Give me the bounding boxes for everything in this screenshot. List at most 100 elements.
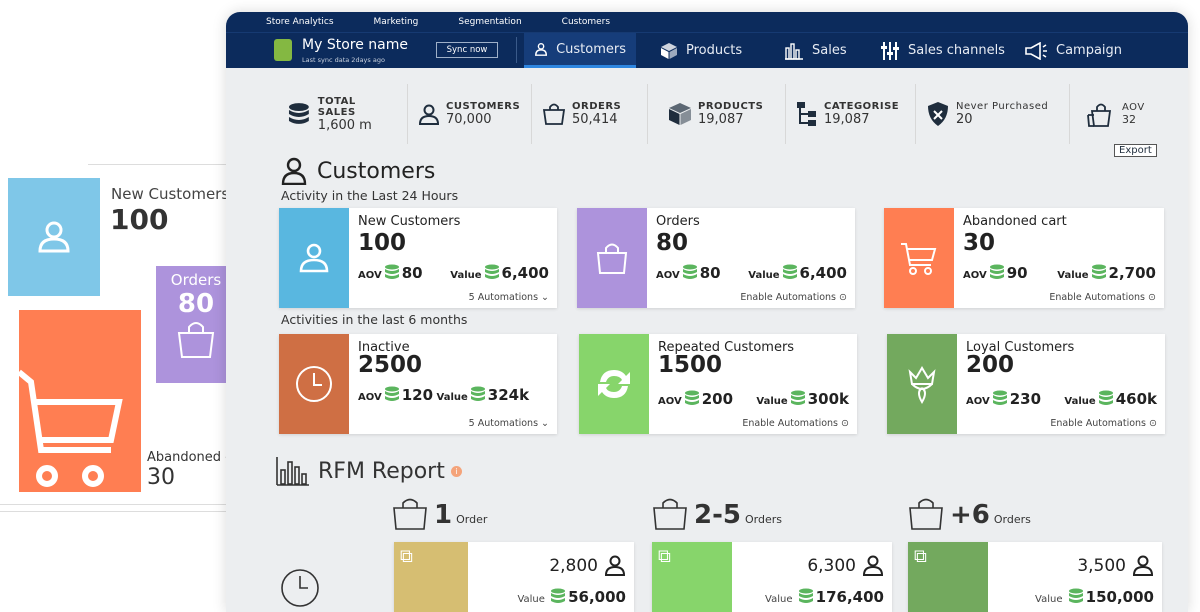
clock-icon: [281, 569, 319, 607]
section-24h-label: Activity in the Last 24 Hours: [281, 188, 459, 203]
tab-store-analytics[interactable]: Store Analytics: [266, 17, 334, 27]
stat-orders: ORDERS 50,414: [532, 84, 648, 144]
card-tile: [884, 208, 954, 308]
coins-icon: [790, 390, 805, 405]
enable-automations-link[interactable]: Enable Automations ⊙: [1049, 292, 1156, 303]
stat-total-sales: TOTAL SALES 1,600 m: [276, 84, 408, 144]
divider: [516, 37, 517, 63]
card-inactive[interactable]: Inactive 2500 AOV 120 Value 324k 5 Automat…: [279, 334, 557, 434]
card-value: 30: [963, 230, 996, 256]
nav-label: Products: [686, 43, 743, 58]
user-icon: [299, 243, 329, 273]
card-new-customers[interactable]: New Customers 100 AOV 80 Value 6,400 5 Aut…: [279, 208, 557, 308]
automations-dropdown[interactable]: 5 Automations ⌄: [468, 292, 549, 303]
rfm-card-tile: ⧉: [394, 542, 468, 612]
tree-icon: [797, 102, 816, 126]
automations-dropdown[interactable]: 5 Automations ⌄: [468, 418, 549, 429]
coins-icon: [782, 264, 797, 279]
card-loyal-customers[interactable]: Loyal Customers 200 AOV 230 Value 460k Ena…: [887, 334, 1165, 434]
card-title: Abandoned cart: [963, 214, 1067, 229]
stat-never-purchased: Never Purchased 20: [916, 84, 1070, 144]
rfm-column-2: 2-5 Orders: [652, 496, 782, 530]
rfm-count: 2,800: [549, 556, 598, 576]
stat-categorise: CATEGORISE 19,087: [786, 84, 916, 144]
rfm-card-2[interactable]: ⧉ 6,300 Value 176,400: [652, 542, 892, 612]
orders-tile: Orders 80: [156, 266, 236, 383]
card-abandoned-cart[interactable]: Abandoned cart 30 AOV 90 Value 2,700 Enabl…: [884, 208, 1164, 308]
card-title: New Customers: [358, 214, 461, 229]
nav-products[interactable]: Products: [660, 33, 742, 68]
rfm-value: Value 176,400: [765, 588, 884, 606]
enable-automations-link[interactable]: Enable Automations ⊙: [740, 292, 847, 303]
coins-icon: [684, 390, 699, 405]
card-title: Loyal Customers: [966, 340, 1075, 355]
cart-icon: [901, 243, 937, 275]
card-total-value: Value 2,700: [1057, 264, 1156, 282]
info-icon[interactable]: i: [450, 465, 462, 477]
user-icon: [535, 43, 548, 56]
bag-icon: [909, 498, 943, 530]
refresh-icon: [598, 370, 630, 398]
user-icon: [38, 221, 70, 253]
bag-icon: [393, 498, 427, 530]
bag-icon: [653, 498, 687, 530]
page-title: Customers: [281, 157, 435, 185]
tab-customers[interactable]: Customers: [561, 17, 611, 27]
enable-automations-link[interactable]: Enable Automations ⊙: [1050, 418, 1157, 429]
external-link-icon[interactable]: ⧉: [914, 546, 927, 567]
card-aov: AOV 90: [963, 264, 1028, 282]
nav-label: Sales channels: [908, 43, 1005, 58]
nav-label: Customers: [556, 41, 626, 57]
tab-marketing[interactable]: Marketing: [373, 17, 419, 27]
card-value: 1500: [658, 352, 723, 378]
card-aov: AOV 200: [658, 390, 734, 408]
abandoned-cart-tile: [17, 310, 141, 492]
card-repeated-customers[interactable]: Repeated Customers 1500 AOV 200 Value 300k…: [579, 334, 857, 434]
stats-bar: TOTAL SALES 1,600 m CUSTOMERS 70,000 ORDER…: [276, 84, 1188, 144]
nav-label: Sales: [812, 43, 847, 58]
rfm-card-3[interactable]: ⧉ 3,500 Value 150,000: [908, 542, 1162, 612]
card-aov: AOV 80: [656, 264, 721, 282]
card-tile: [887, 334, 957, 434]
coins-icon: [288, 103, 309, 124]
user-icon: [604, 555, 626, 576]
export-button[interactable]: Export: [1114, 144, 1157, 157]
new-customers-value: 100: [110, 203, 169, 236]
nav-sales-channels[interactable]: Sales channels: [880, 33, 1005, 68]
external-link-icon[interactable]: ⧉: [400, 546, 413, 567]
orders-value: 80: [177, 289, 215, 319]
top-tabs: Store Analytics Marketing Segmentation C…: [226, 12, 1188, 32]
bag-icon: [177, 322, 215, 358]
user-icon: [862, 555, 884, 576]
tab-segmentation[interactable]: Segmentation: [458, 17, 522, 27]
card-total-value: Value 300k: [756, 390, 849, 408]
card-tile: [279, 334, 349, 434]
new-customers-title: New Customers: [111, 185, 230, 203]
card-tile: [577, 208, 647, 308]
user-icon: [418, 104, 440, 125]
card-title: Repeated Customers: [658, 340, 795, 355]
megaphone-icon: [1025, 41, 1047, 60]
enable-automations-link[interactable]: Enable Automations ⊙: [742, 418, 849, 429]
card-aov: AOV 120 Value 324k: [358, 386, 530, 404]
rfm-card-tile: ⧉: [652, 542, 732, 612]
clock-icon: [296, 366, 332, 402]
nav-customers[interactable]: Customers: [524, 33, 636, 68]
nav-sales[interactable]: Sales: [784, 33, 847, 68]
nav-campaign[interactable]: Campaign: [1024, 33, 1122, 68]
card-value: 200: [966, 352, 1015, 378]
coins-icon: [551, 588, 566, 603]
card-orders[interactable]: Orders 80 AOV 80 Value 6,400 Enable Automa…: [577, 208, 855, 308]
external-link-icon[interactable]: ⧉: [658, 546, 671, 567]
coins-icon: [384, 386, 399, 401]
box-icon: [669, 103, 691, 125]
card-total-value: Value 6,400: [450, 264, 549, 282]
card-aov: AOV 80: [358, 264, 423, 282]
coins-icon: [484, 264, 499, 279]
rfm-column-3: +6 Orders: [908, 496, 1031, 530]
bags-icon: [1087, 103, 1112, 127]
rfm-title: RFM Report i: [276, 456, 462, 486]
sync-now-button[interactable]: Sync now: [436, 42, 498, 58]
new-customers-tile: [8, 178, 100, 296]
rfm-card-1[interactable]: ⧉ 2,800 Value 56,000: [394, 542, 634, 612]
